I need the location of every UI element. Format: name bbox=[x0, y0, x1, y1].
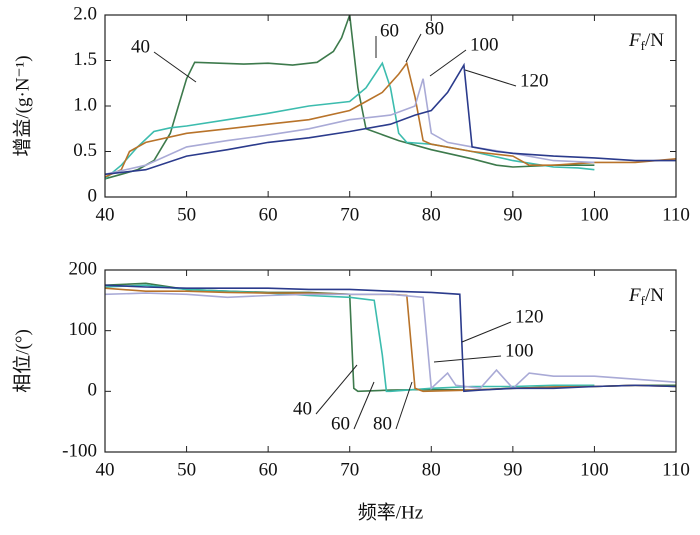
y-tick-label: -100 bbox=[62, 440, 97, 461]
label-leader bbox=[405, 33, 422, 63]
y-tick-label: 2.0 bbox=[73, 3, 97, 24]
y-tick-label: 0.5 bbox=[73, 140, 97, 161]
series-label: 120 bbox=[520, 70, 549, 91]
y-axis-label: 相位/(°) bbox=[11, 329, 33, 393]
series-line bbox=[104, 61, 595, 180]
x-tick-label: 50 bbox=[177, 459, 196, 480]
series-label: 100 bbox=[505, 340, 534, 361]
x-tick-label: 100 bbox=[580, 459, 609, 480]
legend-unit: /N bbox=[645, 285, 664, 306]
legend-subscript: f bbox=[641, 38, 646, 53]
x-tick-label: 110 bbox=[662, 459, 690, 480]
x-tick-label: 70 bbox=[340, 459, 359, 480]
label-leader bbox=[315, 364, 358, 415]
y-tick-label: 0 bbox=[88, 380, 98, 401]
series-label: 120 bbox=[515, 306, 544, 327]
y-axis-label: 增益/(g·N⁻¹) bbox=[11, 55, 33, 156]
x-tick-label: 50 bbox=[177, 204, 196, 225]
x-tick-label: 60 bbox=[259, 459, 278, 480]
legend-title: Ff/N bbox=[628, 285, 664, 308]
series-line bbox=[104, 284, 677, 393]
y-tick-label: 200 bbox=[69, 258, 98, 279]
x-tick-label: 70 bbox=[340, 204, 359, 225]
label-leader bbox=[429, 49, 467, 77]
legend-symbol: F bbox=[628, 285, 641, 306]
plot-frame bbox=[104, 269, 677, 453]
x-tick-label: 60 bbox=[259, 204, 278, 225]
x-tick-label: 90 bbox=[503, 459, 522, 480]
y-tick-label: 1.0 bbox=[73, 94, 97, 115]
legend-symbol: F bbox=[628, 30, 641, 51]
x-tick-label: 40 bbox=[96, 459, 115, 480]
label-leader bbox=[395, 381, 413, 430]
series-line bbox=[104, 292, 677, 391]
series-label: 100 bbox=[470, 34, 499, 55]
x-tick-label: 40 bbox=[96, 204, 115, 225]
label-leader bbox=[153, 51, 197, 83]
x-axis-label: 频率/Hz bbox=[358, 501, 423, 523]
x-tick-label: 80 bbox=[422, 204, 441, 225]
y-tick-label: 0 bbox=[88, 185, 98, 206]
series-line bbox=[104, 62, 676, 176]
label-leader bbox=[464, 69, 517, 87]
label-leader bbox=[433, 355, 502, 363]
legend-title: Ff/N bbox=[628, 30, 664, 53]
series-label: 40 bbox=[131, 36, 150, 57]
label-leader bbox=[353, 381, 375, 430]
series-label: 80 bbox=[425, 18, 444, 39]
y-tick-label: 100 bbox=[69, 319, 98, 340]
series-label: 80 bbox=[373, 413, 392, 434]
series-line bbox=[104, 282, 676, 393]
x-tick-label: 90 bbox=[503, 204, 522, 225]
series-line bbox=[104, 14, 595, 180]
series-line bbox=[104, 61, 677, 178]
series-label: 40 bbox=[293, 398, 312, 419]
legend-subscript: f bbox=[641, 293, 646, 308]
x-tick-label: 110 bbox=[662, 204, 690, 225]
label-leader bbox=[461, 321, 512, 343]
series-label: 60 bbox=[331, 413, 350, 434]
x-tick-label: 80 bbox=[422, 459, 441, 480]
y-tick-label: 1.5 bbox=[73, 49, 97, 70]
x-tick-label: 100 bbox=[580, 204, 609, 225]
series-line bbox=[104, 284, 595, 393]
series-label: 60 bbox=[380, 20, 399, 41]
legend-unit: /N bbox=[645, 30, 664, 51]
